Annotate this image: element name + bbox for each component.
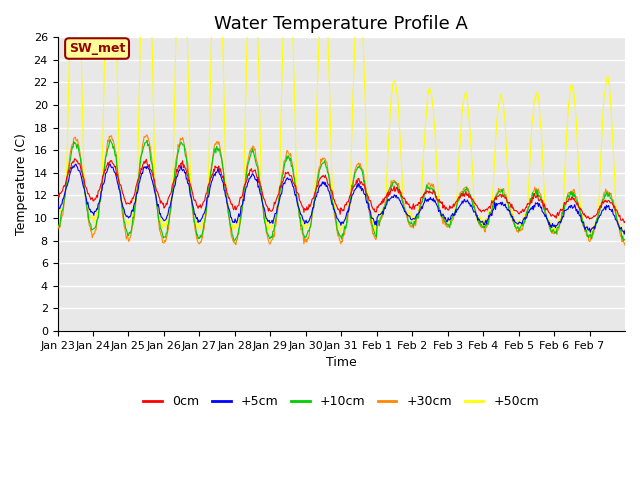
Legend: 0cm, +5cm, +10cm, +30cm, +50cm: 0cm, +5cm, +10cm, +30cm, +50cm <box>138 390 544 413</box>
Text: SW_met: SW_met <box>69 42 125 55</box>
Title: Water Temperature Profile A: Water Temperature Profile A <box>214 15 468 33</box>
Y-axis label: Temperature (C): Temperature (C) <box>15 133 28 235</box>
X-axis label: Time: Time <box>326 356 356 369</box>
